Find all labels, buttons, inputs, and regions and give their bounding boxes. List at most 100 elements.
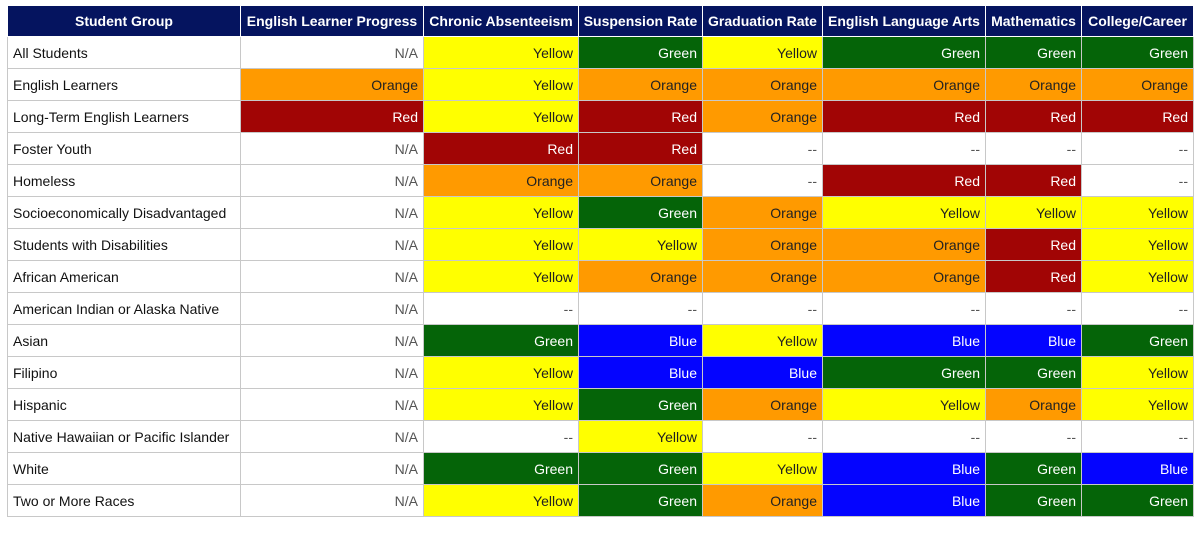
status-cell: Yellow: [1081, 356, 1194, 389]
status-cell: Orange: [702, 68, 823, 101]
status-cell: Yellow: [1081, 228, 1194, 261]
status-cell: --: [822, 292, 986, 325]
status-cell: --: [423, 420, 579, 453]
status-cell: Yellow: [822, 388, 986, 421]
status-cell: --: [1081, 420, 1194, 453]
table-row: Two or More Races N/A Yellow Green Orange Blu…: [7, 484, 1194, 517]
status-cell: Green: [985, 356, 1082, 389]
status-cell: Green: [423, 452, 579, 485]
status-cell: Orange: [1081, 68, 1194, 101]
status-cell: Red: [1081, 100, 1194, 133]
status-cell: Green: [1081, 36, 1194, 69]
student-group-name: Hispanic: [7, 388, 241, 421]
status-cell: Blue: [985, 324, 1082, 357]
status-cell: N/A: [240, 484, 424, 517]
header-chronic-absenteeism: Chronic Absenteeism: [423, 5, 579, 37]
status-cell: Yellow: [822, 196, 986, 229]
status-cell: Yellow: [423, 68, 579, 101]
status-cell: Green: [822, 36, 986, 69]
table-row: Socioeconomically Disadvantaged N/A Yellow…: [7, 196, 1194, 229]
status-cell: Orange: [702, 196, 823, 229]
status-cell: Red: [822, 100, 986, 133]
table-row: Long-Term English Learners Red Yellow Red Or…: [7, 100, 1194, 133]
table-row: Native Hawaiian or Pacific Islander N/A --…: [7, 420, 1194, 453]
student-group-name: Filipino: [7, 356, 241, 389]
table-row: White N/A Green Green Yellow Blue Green Blue: [7, 452, 1194, 485]
student-group-name: Socioeconomically Disadvantaged: [7, 196, 241, 229]
status-cell: N/A: [240, 196, 424, 229]
status-cell: Green: [423, 324, 579, 357]
status-cell: Yellow: [702, 452, 823, 485]
table-row: Hispanic N/A Yellow Green Orange Yellow Orange…: [7, 388, 1194, 421]
status-cell: Red: [822, 164, 986, 197]
status-cell: Yellow: [423, 484, 579, 517]
status-cell: N/A: [240, 388, 424, 421]
status-cell: Orange: [822, 228, 986, 261]
status-cell: Yellow: [423, 36, 579, 69]
student-group-name: English Learners: [7, 68, 241, 101]
status-cell: Blue: [822, 324, 986, 357]
status-cell: Red: [423, 132, 579, 165]
status-cell: Yellow: [423, 196, 579, 229]
status-cell: Orange: [702, 260, 823, 293]
header-mathematics: Mathematics: [985, 5, 1082, 37]
status-cell: Yellow: [423, 260, 579, 293]
table-row: Foster Youth N/A Red Red -- -- -- --: [7, 132, 1194, 165]
status-cell: Orange: [423, 164, 579, 197]
status-cell: --: [702, 132, 823, 165]
status-cell: Red: [985, 100, 1082, 133]
status-cell: Yellow: [702, 36, 823, 69]
table-row: English Learners Orange Yellow Orange Orange…: [7, 68, 1194, 101]
status-cell: --: [985, 420, 1082, 453]
status-cell: Orange: [702, 100, 823, 133]
student-group-name: African American: [7, 260, 241, 293]
status-cell: Orange: [985, 68, 1082, 101]
student-group-name: American Indian or Alaska Native: [7, 292, 241, 325]
status-cell: Blue: [822, 452, 986, 485]
status-cell: Orange: [702, 388, 823, 421]
status-cell: Yellow: [1081, 196, 1194, 229]
status-cell: Yellow: [423, 228, 579, 261]
status-cell: Green: [1081, 484, 1194, 517]
header-row: Student Group English Learner Progress C…: [7, 5, 1194, 37]
table-row: Homeless N/A Orange Orange -- Red Red --: [7, 164, 1194, 197]
status-cell: Green: [1081, 324, 1194, 357]
table-row: Asian N/A Green Blue Yellow Blue Blue Green: [7, 324, 1194, 357]
student-group-name: Long-Term English Learners: [7, 100, 241, 133]
status-cell: --: [578, 292, 703, 325]
table-row: Filipino N/A Yellow Blue Blue Green Green Yello…: [7, 356, 1194, 389]
table-row: All Students N/A Yellow Green Yellow Green Gre…: [7, 36, 1194, 69]
student-group-name: All Students: [7, 36, 241, 69]
status-cell: Orange: [578, 164, 703, 197]
status-cell: Orange: [240, 68, 424, 101]
status-cell: Orange: [822, 260, 986, 293]
status-cell: Yellow: [423, 388, 579, 421]
table-row: American Indian or Alaska Native N/A -- -- -…: [7, 292, 1194, 325]
status-cell: Blue: [702, 356, 823, 389]
header-graduation-rate: Graduation Rate: [702, 5, 823, 37]
status-cell: Blue: [1081, 452, 1194, 485]
status-cell: N/A: [240, 420, 424, 453]
header-college-career: College/Career: [1081, 5, 1194, 37]
status-cell: --: [822, 132, 986, 165]
status-cell: --: [1081, 292, 1194, 325]
status-cell: Red: [578, 100, 703, 133]
table-body: All Students N/A Yellow Green Yellow Green Gre…: [7, 36, 1194, 517]
student-group-name: Homeless: [7, 164, 241, 197]
status-cell: Orange: [702, 484, 823, 517]
status-cell: --: [822, 420, 986, 453]
status-cell: --: [702, 420, 823, 453]
status-cell: N/A: [240, 292, 424, 325]
status-cell: --: [985, 132, 1082, 165]
header-student-group: Student Group: [7, 5, 241, 37]
status-cell: --: [702, 292, 823, 325]
dashboard-table: Student Group English Learner Progress C…: [7, 5, 1194, 517]
status-cell: Red: [240, 100, 424, 133]
student-group-name: White: [7, 452, 241, 485]
status-cell: Yellow: [578, 228, 703, 261]
table-row: African American N/A Yellow Orange Orange Ora…: [7, 260, 1194, 293]
status-cell: N/A: [240, 452, 424, 485]
student-group-name: Two or More Races: [7, 484, 241, 517]
header-english-learner-progress: English Learner Progress: [240, 5, 424, 37]
status-cell: Red: [578, 132, 703, 165]
